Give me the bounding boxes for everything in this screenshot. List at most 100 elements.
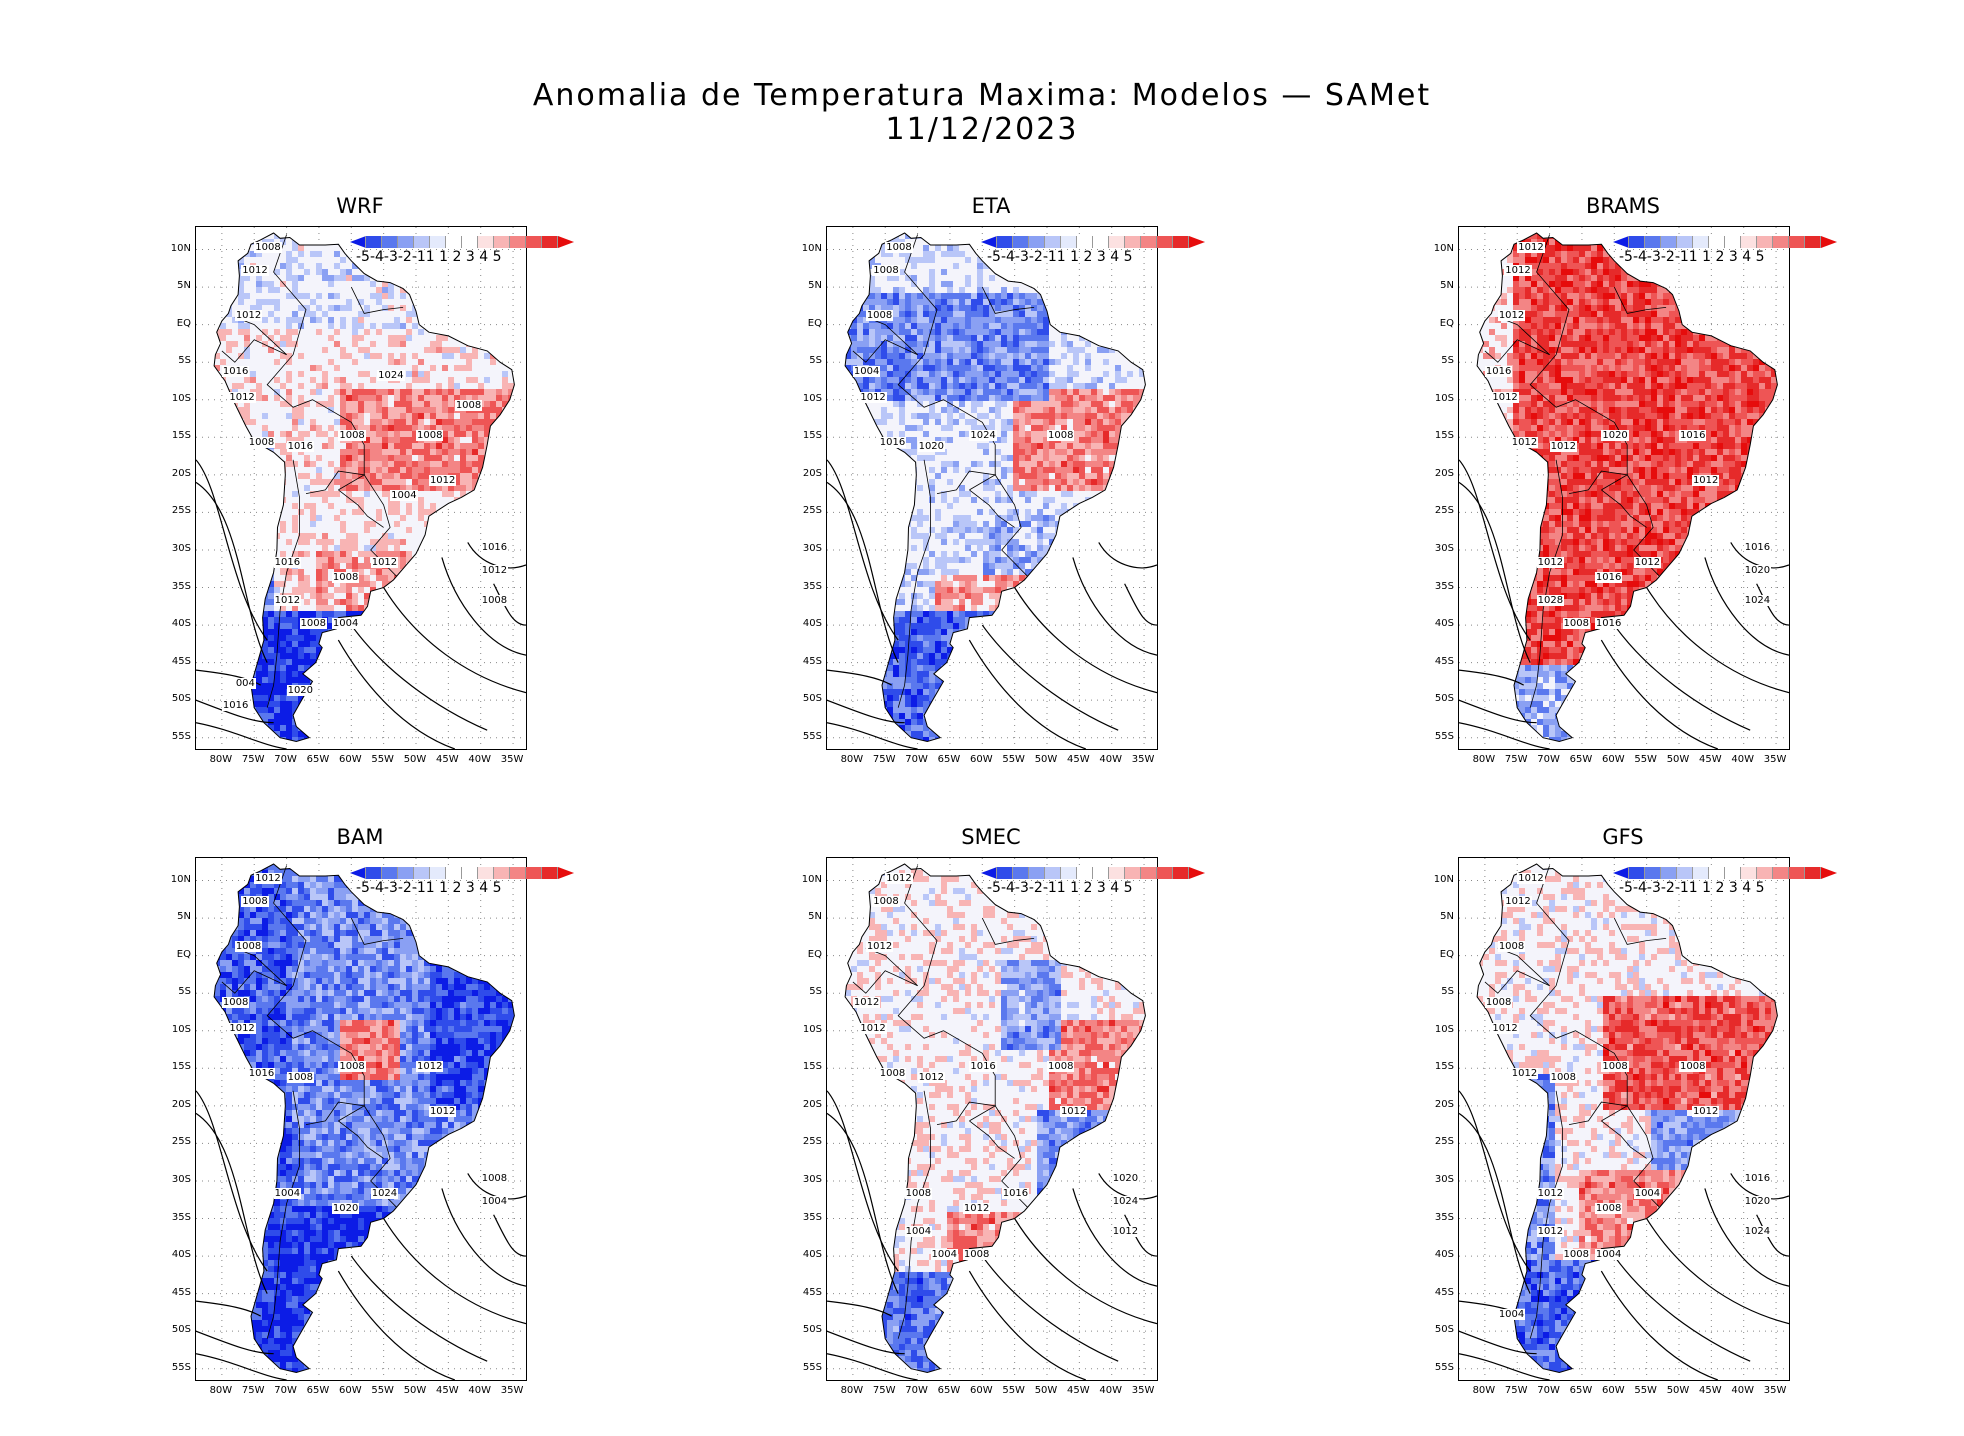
isobar-label: 1016	[221, 700, 250, 712]
isobar-label: 1012	[273, 595, 302, 607]
lat-tick-label: 55S	[1420, 1362, 1454, 1373]
isobar-label: 1004	[1633, 1188, 1662, 1200]
map-area: 1012 1008 1012 1012 1012 1008 1012 1016 1008 1012…	[826, 857, 1158, 1381]
isobar-label: 1012	[234, 309, 263, 321]
isobar-line	[1459, 1112, 1531, 1294]
legend-swatch	[1821, 867, 1837, 879]
legend-labels: -5-4-3-2-11 1 2 3 4 5	[356, 249, 502, 265]
legend-swatch	[1741, 867, 1757, 879]
isobar-label: 1012	[1504, 895, 1532, 907]
country-border	[969, 1120, 1015, 1159]
isobar-label: 1012	[1517, 873, 1545, 885]
legend-swatch	[398, 867, 414, 879]
lon-tick-label: 70W	[269, 1385, 303, 1396]
color-legend: -5-4-3-2-11 1 2 3 4 5	[1613, 236, 1837, 266]
legend-swatch	[510, 236, 526, 248]
map-canvas	[196, 858, 526, 1380]
country-border	[852, 970, 918, 994]
isobar-line	[196, 1330, 274, 1355]
isobar-line	[337, 1270, 456, 1380]
isobar-line	[1459, 722, 1550, 749]
isobar-label: 1012	[852, 996, 881, 1008]
isobar-label: 1004	[480, 1195, 509, 1207]
isobar-label: 1012	[1497, 309, 1526, 321]
isobar-label: 1016	[1484, 365, 1513, 377]
legend-swatch	[510, 867, 526, 879]
isobar-line	[1459, 1090, 1531, 1272]
legend-swatch	[1061, 867, 1077, 879]
legend-swatch	[1805, 236, 1821, 248]
country-border	[1529, 459, 1563, 708]
lat-tick-label: 10N	[157, 874, 191, 885]
lat-tick-label: 20S	[1420, 468, 1454, 479]
country-border	[936, 1101, 997, 1125]
isobar-label: 1008	[1549, 1072, 1578, 1084]
isobar-label: 1012	[1491, 1023, 1519, 1035]
map-area: 1012 1012 1012 1016 1012 1012 1012 1020 1016 1012…	[1458, 226, 1790, 750]
coastline	[213, 232, 515, 743]
legend-swatch	[1725, 236, 1741, 248]
isobar-label: 1012	[865, 940, 894, 952]
country-border	[266, 865, 397, 1208]
legend-color-bar	[1613, 236, 1837, 248]
isobar-label: 1012	[1536, 557, 1565, 569]
isobar-label: 1008	[962, 1248, 991, 1260]
legend-swatch	[1805, 867, 1821, 879]
isobar-label: 1024	[1743, 1226, 1772, 1238]
lon-tick-label: 40W	[1094, 1385, 1128, 1396]
isobar-label: 1008	[299, 617, 327, 629]
isobar-label: 1012	[228, 392, 256, 404]
isobar-label: 1008	[331, 572, 360, 584]
legend-swatch	[1693, 236, 1709, 248]
legend-swatch	[526, 867, 542, 879]
legend-swatch	[1173, 867, 1189, 879]
anomaly-field	[845, 233, 1146, 742]
isobar-label: 1012	[1633, 557, 1662, 569]
lat-tick-label: 30S	[788, 543, 822, 554]
map-area: 1008 1008 1008 1004 1012 1016 1020 1024 1008	[826, 226, 1158, 750]
lat-tick-label: 5N	[788, 911, 822, 922]
lat-tick-label: 20S	[788, 468, 822, 479]
legend-swatch	[1093, 236, 1109, 248]
isobar-label: 1004	[852, 365, 881, 377]
isobar-label: 1016	[273, 557, 302, 569]
isobar-line	[827, 699, 905, 724]
lon-tick-label: 45W	[430, 754, 464, 765]
lon-tick-label: 50W	[1661, 754, 1695, 765]
lat-tick-label: 55S	[1420, 731, 1454, 742]
lat-tick-label: 10S	[1420, 393, 1454, 404]
country-border	[1529, 1090, 1563, 1339]
isobar-line	[1613, 1255, 1751, 1362]
legend-swatch	[1093, 867, 1109, 879]
isobar-line	[1646, 587, 1789, 694]
isobar-label: 1020	[331, 1203, 360, 1215]
legend-swatch	[1693, 867, 1709, 879]
isobar-label: 1008	[338, 429, 366, 441]
isobar-label: 1012	[1491, 392, 1519, 404]
legend-swatch	[1125, 867, 1141, 879]
isobar-line	[827, 669, 893, 686]
isobar-line	[1756, 1214, 1789, 1257]
isobar-line	[196, 1112, 268, 1294]
lon-tick-label: 70W	[1532, 754, 1566, 765]
country-border	[897, 459, 931, 708]
legend-color-bar	[1613, 867, 1837, 879]
country-border	[897, 865, 1028, 1208]
isobar-label: 1012	[416, 1060, 444, 1072]
lat-tick-label: 25S	[788, 1136, 822, 1147]
isobar-label: 1008	[286, 1072, 315, 1084]
isobar-label: 1024	[377, 369, 405, 381]
country-border	[1484, 970, 1550, 994]
isobar-label: 1012	[1111, 1226, 1140, 1238]
lon-tick-label: 45W	[1061, 1385, 1095, 1396]
anomaly-field	[1477, 233, 1778, 742]
isobar-label: 1016	[247, 1068, 276, 1080]
isobar-label: 1012	[859, 1023, 887, 1035]
isobar-label: 1012	[480, 564, 509, 576]
lat-tick-label: 10N	[1420, 243, 1454, 254]
lat-tick-label: 10S	[157, 1024, 191, 1035]
panel-title: BRAMS	[1458, 194, 1788, 218]
lat-tick-label: 55S	[157, 1362, 191, 1373]
isobar-line	[196, 669, 262, 686]
lon-tick-label: 80W	[835, 754, 869, 765]
